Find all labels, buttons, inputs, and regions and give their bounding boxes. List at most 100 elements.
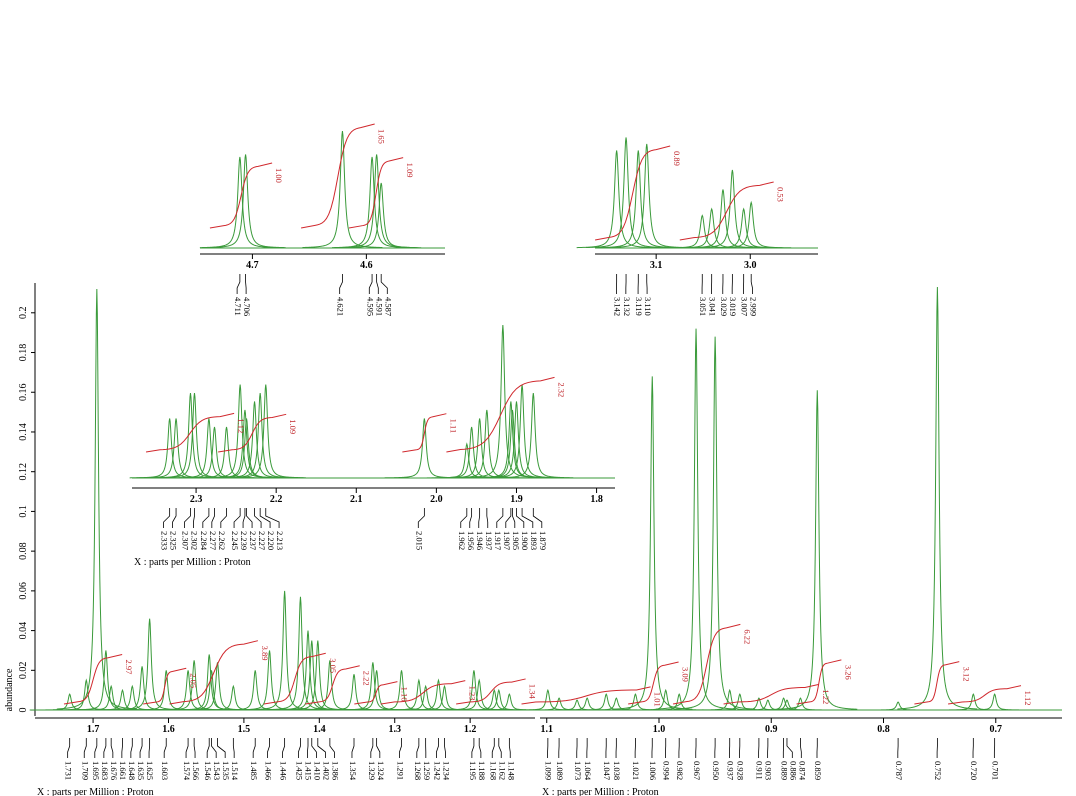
- peak-label-leader: [436, 738, 439, 758]
- peak-label: 1.893: [529, 531, 539, 550]
- peak: [933, 693, 1014, 711]
- peak-label: 1.038: [612, 761, 622, 780]
- peak-label: 1.946: [475, 531, 485, 550]
- peak-label: 2.284: [199, 531, 209, 551]
- peak-label-leader: [469, 508, 473, 528]
- peak-label-leader: [193, 508, 195, 528]
- peak: [277, 640, 358, 711]
- peak-label-leader: [67, 738, 71, 758]
- peak-label: 1.188: [477, 761, 487, 780]
- peak-label-leader: [521, 508, 534, 528]
- integral-label: 1.16: [399, 687, 409, 702]
- x-axis-label: X : parts per Million : Proton: [542, 787, 659, 796]
- peak-label: 4.711: [233, 297, 243, 316]
- x-tick-label: 2.0: [430, 494, 443, 505]
- peak-label: 3.029: [719, 297, 729, 316]
- peak: [858, 701, 939, 711]
- integral-curve: [218, 413, 287, 453]
- peak: [760, 697, 841, 711]
- peak: [777, 390, 858, 710]
- integral-curve: [723, 683, 820, 705]
- peak: [519, 697, 600, 711]
- peak-label: 1.535: [221, 761, 231, 780]
- peak-label: 2.277: [208, 531, 218, 550]
- peak-label: 0.752: [933, 761, 943, 780]
- peak-label: 1.234: [441, 761, 451, 781]
- peak-label: 3.110: [643, 297, 653, 316]
- peak-label-leader: [376, 738, 381, 758]
- integral-label: 1.09: [288, 419, 298, 434]
- peak: [302, 130, 383, 249]
- peak-label: 1.566: [191, 761, 201, 780]
- peak: [743, 697, 824, 711]
- integral-label: 1.12: [1023, 691, 1033, 706]
- peak-label: 1.195: [468, 761, 478, 780]
- peak-label: 2.015: [414, 531, 424, 550]
- peak: [205, 154, 286, 249]
- peak-label-leader: [139, 738, 143, 758]
- integral-label: 1.09: [405, 163, 415, 178]
- integral-curve: [348, 157, 404, 229]
- peak-label-leader: [351, 738, 355, 758]
- peak-label-leader: [478, 508, 481, 528]
- peak-label: 1.268: [413, 761, 423, 780]
- x-tick-label: 1.4: [313, 724, 326, 735]
- peak-label: 3.142: [612, 297, 622, 316]
- peak-label-leader: [148, 738, 151, 758]
- x-tick-label: 1.0: [653, 724, 666, 735]
- peak-label-leader: [202, 508, 210, 528]
- peak-label-leader: [370, 738, 374, 758]
- y-tick-label: 0.04: [18, 622, 29, 640]
- x-tick-label: 2.1: [350, 494, 363, 505]
- peak-label-leader: [83, 738, 87, 758]
- peak-label-leader: [512, 508, 516, 528]
- peak-label: 1.047: [602, 761, 612, 780]
- x-tick-label: 0.7: [990, 724, 1003, 735]
- peak-label-leader: [220, 508, 227, 528]
- integral-curve: [209, 162, 273, 229]
- peak-label-leader: [317, 738, 326, 758]
- peak-label: 1.162: [497, 761, 507, 780]
- peak: [378, 678, 459, 711]
- x-tick-label: 3.1: [650, 260, 663, 271]
- peak-label: 0.787: [894, 761, 904, 780]
- peak-label: 1.415: [303, 761, 313, 780]
- integral-curve: [380, 680, 466, 705]
- peak-label-leader: [94, 738, 98, 758]
- peak: [675, 336, 756, 710]
- y-tick-label: 0.18: [18, 344, 29, 362]
- peak-label: 1.546: [203, 761, 213, 780]
- integral-curve: [402, 413, 447, 453]
- peak-label-leader: [800, 738, 802, 758]
- peak: [56, 288, 137, 710]
- integral-curve: [679, 181, 774, 241]
- x-tick-label: 2.2: [270, 494, 283, 505]
- peak-label: 1.905: [511, 531, 521, 550]
- peak-label: 1.635: [136, 761, 146, 780]
- peak-label: 4.595: [365, 297, 375, 316]
- peak: [271, 640, 352, 711]
- peak-label: 2.325: [169, 531, 179, 550]
- peak-label: 1.410: [312, 761, 322, 780]
- integral-label: 2.22: [362, 671, 372, 686]
- peak-label: 0.889: [779, 761, 789, 780]
- peak-label: 1.661: [118, 761, 128, 780]
- peak: [606, 143, 687, 249]
- peak-label-leader: [498, 738, 502, 758]
- peak: [385, 684, 466, 711]
- peak-label: 3.132: [622, 297, 632, 316]
- peak-label: 1.648: [127, 761, 137, 780]
- integral-curve: [914, 661, 960, 705]
- y-tick-label: 0.02: [18, 662, 29, 680]
- peak-label-leader: [130, 738, 133, 758]
- peak-label: 1.917: [493, 531, 503, 550]
- peak: [897, 286, 978, 710]
- peak-label: 1.168: [488, 761, 498, 780]
- peak: [671, 207, 752, 249]
- peak: [612, 376, 693, 710]
- peak-label: 1.425: [294, 761, 304, 780]
- peak-label: 4.587: [383, 297, 393, 316]
- x-tick-label: 3.0: [744, 260, 757, 271]
- y-tick-label: 0.2: [18, 307, 29, 320]
- peak-label-leader: [416, 738, 420, 758]
